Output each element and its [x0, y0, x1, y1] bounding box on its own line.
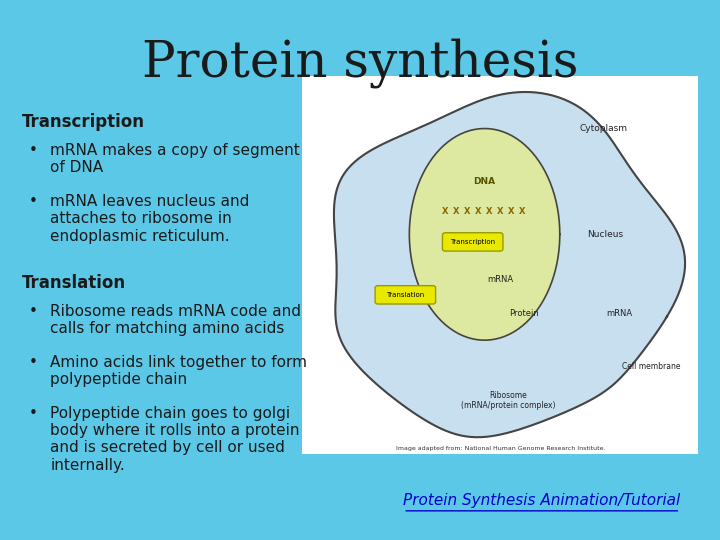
Text: X: X: [453, 207, 459, 216]
Text: Translation: Translation: [386, 292, 425, 298]
Text: mRNA: mRNA: [606, 309, 632, 318]
Text: •: •: [29, 194, 37, 209]
Text: X: X: [475, 207, 482, 216]
Text: Transcription: Transcription: [22, 113, 145, 131]
Text: Image adapted from: National Human Genome Research Institute.: Image adapted from: National Human Genom…: [396, 446, 605, 451]
Text: X: X: [519, 207, 526, 216]
Text: •: •: [29, 143, 37, 158]
Text: Cytoplasm: Cytoplasm: [580, 124, 627, 133]
Text: Protein: Protein: [509, 309, 539, 318]
Text: DNA: DNA: [474, 177, 495, 186]
Text: •: •: [29, 355, 37, 370]
FancyBboxPatch shape: [442, 233, 503, 251]
Text: X: X: [464, 207, 470, 216]
Text: Amino acids link together to form
polypeptide chain: Amino acids link together to form polype…: [50, 355, 307, 387]
Text: X: X: [508, 207, 515, 216]
Text: X: X: [441, 207, 449, 216]
Text: Transcription: Transcription: [450, 239, 495, 245]
Text: Ribosome
(mRNA/protein complex): Ribosome (mRNA/protein complex): [461, 391, 556, 410]
Text: Protein synthesis: Protein synthesis: [142, 38, 578, 88]
Text: mRNA: mRNA: [487, 275, 513, 284]
Text: X: X: [497, 207, 504, 216]
Text: X: X: [486, 207, 492, 216]
Text: Nucleus: Nucleus: [588, 230, 624, 239]
Polygon shape: [410, 129, 560, 340]
Polygon shape: [334, 92, 685, 437]
Text: Protein Synthesis Animation/Tutorial: Protein Synthesis Animation/Tutorial: [403, 492, 680, 508]
Text: mRNA leaves nucleus and
attaches to ribosome in
endoplasmic reticulum.: mRNA leaves nucleus and attaches to ribo…: [50, 194, 250, 244]
Text: •: •: [29, 304, 37, 319]
Text: Translation: Translation: [22, 274, 126, 292]
Text: Polypeptide chain goes to golgi
body where it rolls into a protein
and is secret: Polypeptide chain goes to golgi body whe…: [50, 406, 300, 472]
Text: Cell membrane: Cell membrane: [621, 362, 680, 371]
Text: mRNA makes a copy of segment
of DNA: mRNA makes a copy of segment of DNA: [50, 143, 300, 176]
FancyBboxPatch shape: [302, 76, 698, 454]
Text: Ribosome reads mRNA code and
calls for matching amino acids: Ribosome reads mRNA code and calls for m…: [50, 304, 302, 336]
FancyBboxPatch shape: [375, 286, 436, 304]
Text: •: •: [29, 406, 37, 421]
